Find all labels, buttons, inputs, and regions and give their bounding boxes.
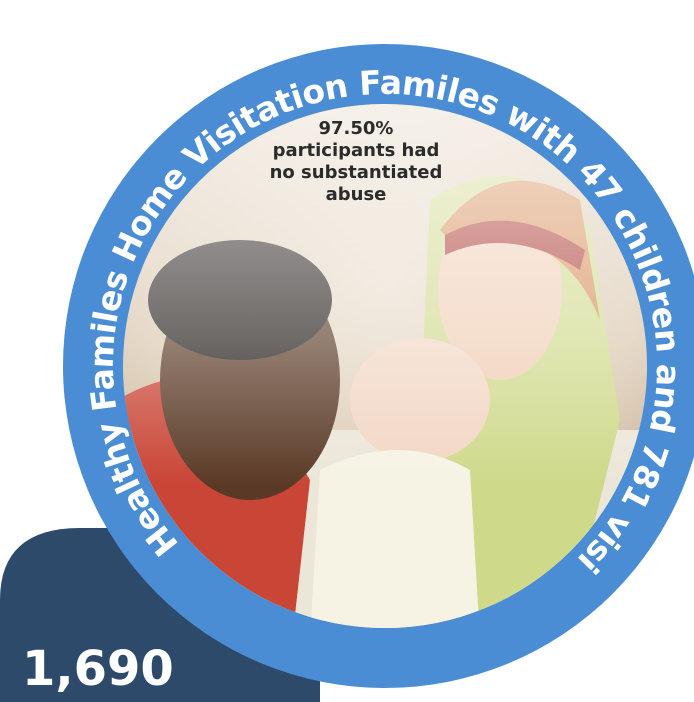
center-text: 97.50% participants had no substantiated… [268, 118, 444, 206]
stat-value: 1,690 [22, 641, 174, 697]
page: 40 Healthy Familes Home Visitation Famil… [0, 0, 694, 702]
infographic: 40 Healthy Familes Home Visitation Famil… [0, 0, 694, 702]
